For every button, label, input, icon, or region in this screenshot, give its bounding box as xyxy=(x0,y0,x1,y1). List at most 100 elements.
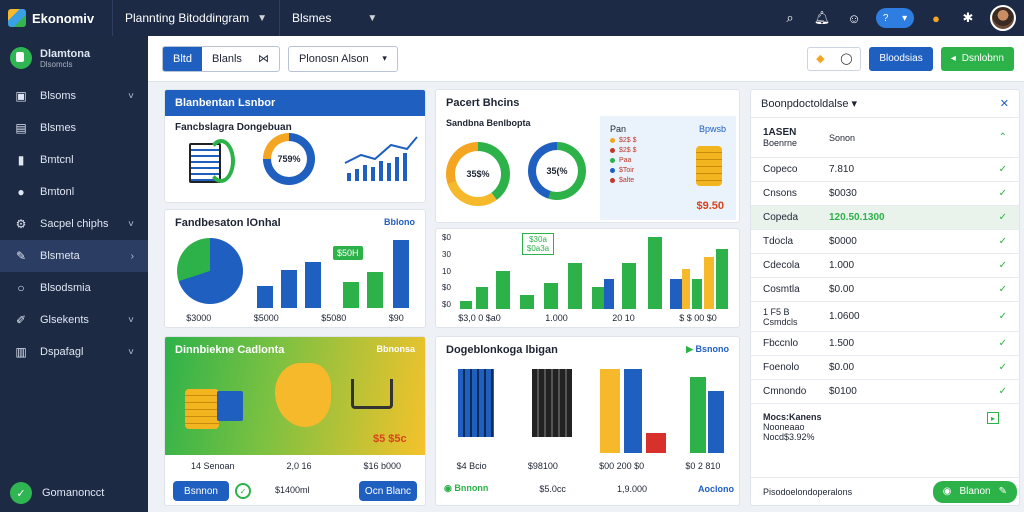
details-dropdown[interactable]: Boonpdoctoldalse ▾ xyxy=(761,97,857,110)
chat-icon[interactable]: ☺ xyxy=(847,10,861,26)
sidebar-item-5[interactable]: ⚙ Sacpel chiphs ˅ xyxy=(0,208,148,240)
brand[interactable]: Ekonomiv xyxy=(0,9,112,27)
primary-action-button[interactable]: Bloodsias xyxy=(869,46,933,71)
details-summary-row: 1ASEN Boenrne Sonon ⌃ xyxy=(751,117,1019,157)
notification-icon[interactable]: 🔔︎ xyxy=(813,10,831,25)
back-arrow-icon: ◂ xyxy=(950,53,956,64)
circle-icon: ◯ xyxy=(840,53,853,65)
details-note: Mocs:Kanens Nooneaao Nocd$3.92% ▸ xyxy=(751,403,1019,450)
sidebar-item-7[interactable]: ○ Blsodsmia xyxy=(0,272,148,304)
bar xyxy=(544,283,558,309)
row-key: Fbccnlo xyxy=(763,338,799,349)
bar xyxy=(622,263,636,309)
legend-item: $alte xyxy=(610,177,726,184)
sidebar-item-label: Blsodsmia xyxy=(40,282,91,294)
real-estate-count: 1,9.000 xyxy=(616,483,647,494)
sidebar-item-4[interactable]: ● Bmtonl xyxy=(0,176,148,208)
alerts-icon[interactable]: ● xyxy=(932,10,940,26)
section-dropdown-label: Blsmes xyxy=(291,11,332,25)
performance-chart-card: $0 30 10 $0 $0 $30a $0a3a $3,0 0 $a0 1.0… xyxy=(435,228,740,328)
workspace-dropdown-label: Plannting Bitoddingram xyxy=(125,11,250,25)
y-tick: $0 xyxy=(442,233,451,242)
close-icon[interactable]: ✕ xyxy=(999,98,1009,110)
expand-icon[interactable]: ▸ xyxy=(987,412,999,424)
bar xyxy=(624,369,642,453)
sidebar-item-label: Bmtonl xyxy=(40,186,75,198)
building-icon xyxy=(532,369,572,437)
filter-toggle[interactable]: ◆ ◯ xyxy=(807,46,862,71)
donut-value: 35$% xyxy=(455,151,501,197)
details-row[interactable]: Copeco 7.810 ✓ xyxy=(751,157,1019,181)
real-estate-primary-button[interactable]: ◉ Bnnonn xyxy=(444,483,488,494)
real-estate-card-title: Dogeblonkoga lbigan xyxy=(446,344,558,356)
compare-icon: ⋈ xyxy=(257,53,269,65)
bar xyxy=(716,249,728,309)
details-row[interactable]: Cnsons $0030 ✓ xyxy=(751,181,1019,205)
add-button[interactable]: ◂ Dsnlobnn xyxy=(940,46,1014,71)
view-button-secondary[interactable]: Blanls ⋈ xyxy=(202,47,279,71)
sidebar-item-9[interactable]: ▥ Dspafagl ˅ xyxy=(0,336,148,368)
sidebar-item-2[interactable]: ▤ Blsmes xyxy=(0,112,148,144)
details-row[interactable]: 1 F5 B Csmdcls 1.0600 ✓ xyxy=(751,301,1019,331)
real-estate-secondary-button[interactable]: Aoclono xyxy=(697,483,734,494)
real-estate-card-meta: ▶ Bsnono xyxy=(686,344,729,356)
bar xyxy=(281,270,297,308)
avatar[interactable] xyxy=(990,5,1016,31)
promo-primary-button[interactable]: Bsnnon xyxy=(173,481,229,501)
row-key: Copeda xyxy=(763,212,799,223)
chart-icon: ⚙ xyxy=(15,217,27,231)
user-icon: ● xyxy=(17,185,25,199)
details-row[interactable]: Tdocla $0000 ✓ xyxy=(751,229,1019,253)
add-button-label: Dsnlobnn xyxy=(961,53,1004,64)
bar-chart xyxy=(460,233,732,309)
promo-card-meta: Bbnonsa xyxy=(376,344,415,354)
sidebar-footer[interactable]: ✓ Gomanoncct xyxy=(10,482,104,504)
overview-card-header: Blanbentan Lsnbor xyxy=(165,90,425,116)
sidebar-item-label: Blsoms xyxy=(40,90,77,102)
search-icon[interactable]: ⌕ xyxy=(786,10,794,25)
report-card-subtitle: Sandbna Benlbopta xyxy=(446,118,531,128)
search-icon: ○ xyxy=(17,281,25,295)
plugin-icon[interactable]: ✱ xyxy=(962,10,974,25)
check-icon: ✓ xyxy=(998,164,1007,175)
trend-chart xyxy=(344,136,418,181)
app-logo-icon xyxy=(8,9,26,27)
details-row[interactable]: Cmnondo $0100 ✓ xyxy=(751,379,1019,403)
details-row-selected[interactable]: Copeda 120.50.1300 ✓ xyxy=(751,205,1019,229)
real-estate-footer: ◉ Bnnonn $5.0cc 1,9.000 Aoclono xyxy=(444,483,734,494)
x-tick: $ $ 00 $0 xyxy=(679,313,717,323)
view-button-label: Blanls xyxy=(211,52,242,65)
report-card-title: Pacert Bhcins xyxy=(446,97,520,109)
sidebar-item-3[interactable]: ▮ Bmtcnl xyxy=(0,144,148,176)
help-toggle[interactable]: ? ▾ xyxy=(876,8,914,28)
label: $90 xyxy=(388,313,404,323)
legend-header: Pan Bpwsb xyxy=(610,124,726,134)
sidebar-item-8[interactable]: ✐ Glsekents ˅ xyxy=(0,304,148,336)
distribution-card-title: Fandbesaton lOnhal xyxy=(175,217,281,229)
details-row[interactable]: Cdecola 1.000 ✓ xyxy=(751,253,1019,277)
chevron-up-icon[interactable]: ⌃ xyxy=(998,132,1007,143)
promo-amount-secondary: $1400ml xyxy=(275,485,310,495)
section-dropdown[interactable]: Blsmes ▼ xyxy=(278,0,389,36)
sidebar-item-6[interactable]: ✎ Blsmeta › xyxy=(0,240,148,272)
footer-button[interactable]: ◉ Blanon ✎ xyxy=(932,480,1017,503)
check-icon: ✓ xyxy=(998,236,1007,247)
details-row[interactable]: Fbccnlo 1.500 ✓ xyxy=(751,331,1019,355)
bar-chart-labels: $3000 $5000 $5080 $90 xyxy=(165,313,425,323)
sidebar-item-label: Dspafagl xyxy=(40,346,84,358)
report-icon: ▥ xyxy=(15,345,27,359)
note-line: Nocd$3.92% xyxy=(763,432,815,442)
plan-select[interactable]: Plonosn Alson ▾ xyxy=(287,45,398,72)
details-row[interactable]: Foenolo $0.00 ✓ xyxy=(751,355,1019,379)
promo-secondary-button[interactable]: Ocn Blanc xyxy=(359,481,417,501)
summary-value: Sonon xyxy=(829,132,856,143)
pen-icon: ✎ xyxy=(15,249,27,263)
view-button-primary[interactable]: Bltd xyxy=(163,46,202,71)
legend-panel: Pan Bpwsb $2$ $ $2$ $ Paa $Toir $alte $9.… xyxy=(600,116,736,220)
distribution-card-meta: Bblono xyxy=(384,217,415,227)
y-axis: $0 30 10 $0 $0 xyxy=(442,233,451,309)
details-row[interactable]: Cosmtla $0.00 ✓ xyxy=(751,277,1019,301)
chevron-down-icon: ▼ xyxy=(367,12,378,24)
sidebar-item-1[interactable]: ▣ Blsoms ˅ xyxy=(0,80,148,112)
workspace-dropdown[interactable]: Plannting Bitoddingram ▼ xyxy=(112,0,279,36)
